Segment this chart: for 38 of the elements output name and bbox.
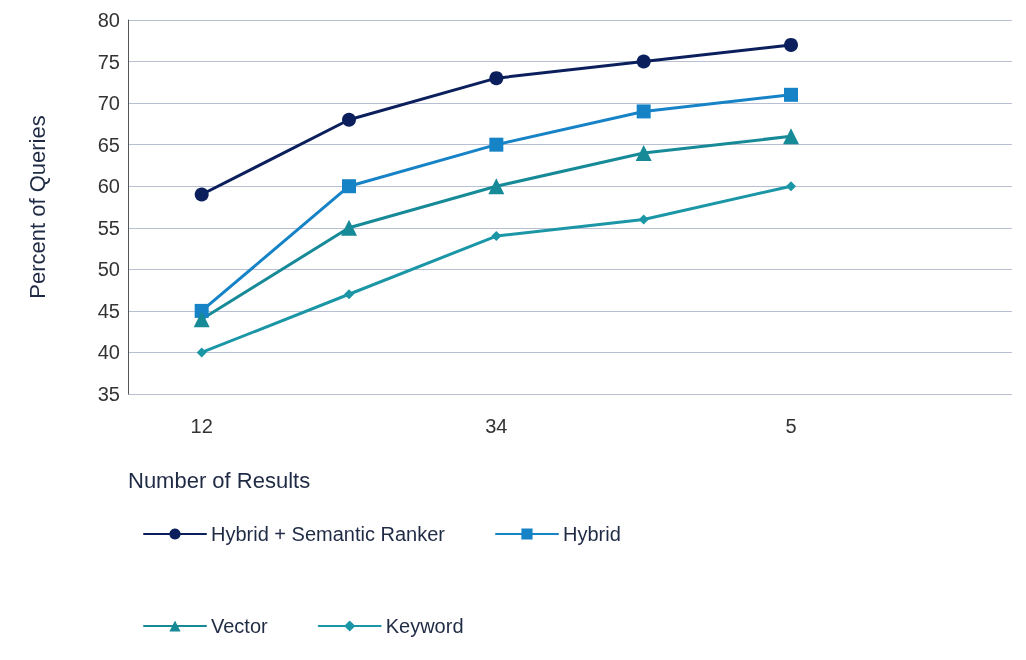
y-tick-label: 75: [97, 50, 120, 73]
point: [635, 144, 652, 161]
legend-label: Hybrid: [562, 523, 621, 545]
point: [489, 137, 504, 152]
point: [489, 71, 504, 86]
point: [786, 181, 796, 192]
legend-label: Vector: [211, 615, 269, 637]
point: [638, 214, 649, 225]
point: [344, 289, 354, 300]
y-tick-label: 65: [97, 133, 120, 156]
y-tick-label: 55: [97, 216, 120, 239]
point: [636, 104, 651, 119]
x-tick-label: 34: [485, 415, 508, 437]
y-axis-title: Percent of Queries: [24, 115, 50, 299]
point: [193, 311, 210, 328]
point: [784, 37, 798, 52]
legend-label: Keyword: [385, 615, 464, 637]
y-tick-label: 60: [97, 175, 120, 198]
y-tick-label: 50: [97, 258, 120, 281]
y-tick-label: 40: [97, 341, 120, 364]
point: [488, 178, 505, 195]
point: [194, 187, 209, 202]
point: [783, 128, 799, 145]
y-tick-label: 80: [97, 9, 120, 31]
y-tick-label: 70: [97, 92, 120, 115]
y-tick-label: 35: [97, 383, 120, 405]
point: [784, 87, 798, 102]
point: [196, 347, 207, 358]
x-axis-title: Number of Results: [128, 467, 311, 493]
point: [491, 231, 502, 242]
point: [342, 112, 356, 127]
point: [342, 179, 356, 194]
legend-label: Hybrid + Semantic Ranker: [211, 523, 446, 545]
y-tick-label: 45: [97, 299, 120, 322]
point: [341, 219, 357, 236]
x-tick-label: 12: [190, 415, 213, 437]
point: [636, 54, 651, 69]
x-tick-label: 5: [785, 415, 797, 437]
